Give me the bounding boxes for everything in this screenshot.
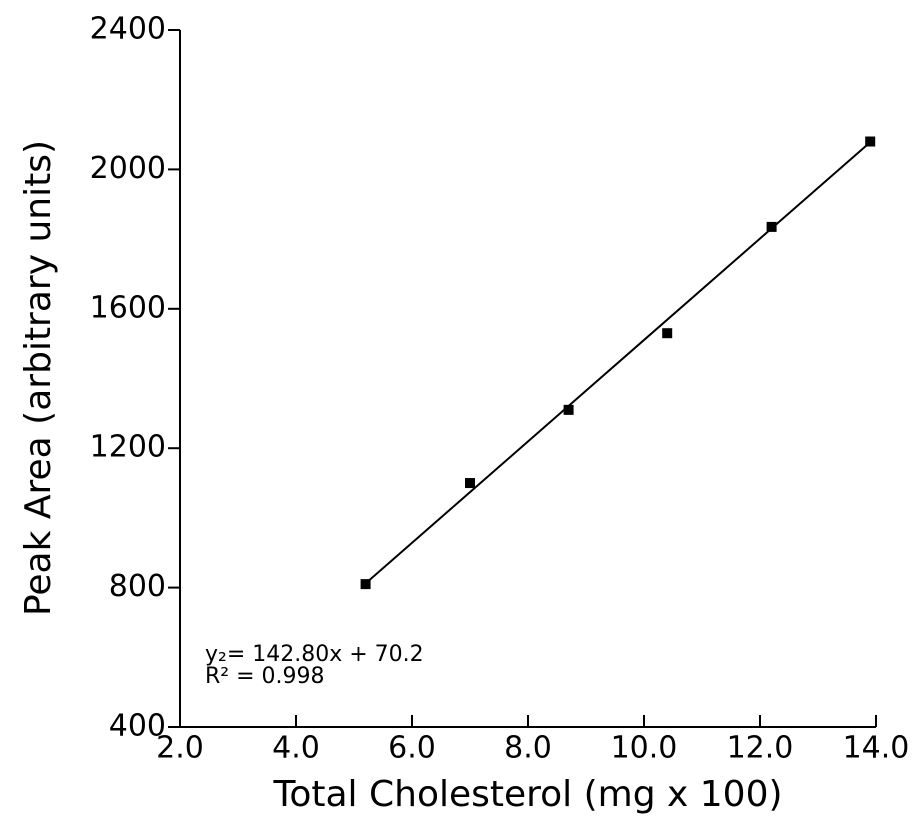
x-tick-label: 10.0 bbox=[611, 731, 678, 766]
y-tick-label: 1200 bbox=[90, 430, 166, 465]
data-point bbox=[360, 579, 371, 590]
data-point bbox=[563, 404, 574, 415]
y-tick-label: 1600 bbox=[90, 290, 166, 325]
data-point bbox=[465, 478, 475, 489]
y-tick-label: 2000 bbox=[90, 151, 166, 186]
x-tick-label: 14.0 bbox=[843, 731, 910, 766]
y-tick-label: 400 bbox=[109, 709, 166, 744]
annotation: R² = 0.998 bbox=[205, 664, 325, 689]
x-tick-label: 4.0 bbox=[272, 731, 320, 766]
y-axis-title: Peak Area (arbitrary units) bbox=[18, 140, 59, 616]
x-tick-label: 6.0 bbox=[388, 731, 436, 766]
fit-line bbox=[364, 141, 871, 585]
data-point bbox=[865, 136, 876, 147]
annotation: y₂= 142.80x + 70.2 bbox=[205, 642, 424, 667]
y-tick-label: 2400 bbox=[90, 12, 166, 47]
x-axis-title: Total Cholesterol (mg x 100) bbox=[272, 774, 782, 815]
x-tick-label: 2.0 bbox=[156, 731, 204, 766]
data-point bbox=[766, 221, 777, 232]
data-point bbox=[662, 328, 673, 339]
x-tick-label: 8.0 bbox=[504, 731, 552, 766]
y-tick-label: 800 bbox=[109, 569, 166, 604]
x-tick-label: 12.0 bbox=[727, 731, 794, 766]
